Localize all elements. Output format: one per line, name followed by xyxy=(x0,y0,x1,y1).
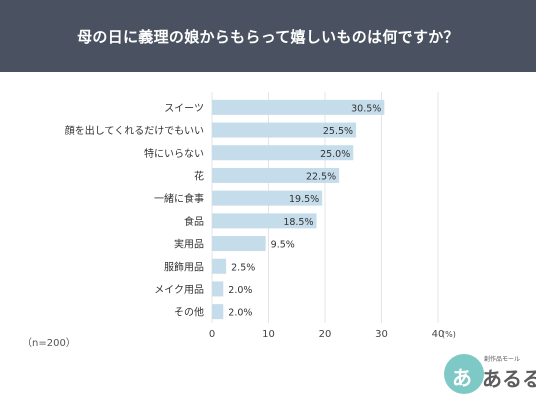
x-unit-label: (%) xyxy=(442,330,456,339)
bar xyxy=(212,258,227,274)
data-label: 22.5% xyxy=(306,171,336,182)
bar xyxy=(212,213,317,229)
logo-badge: あ xyxy=(444,354,484,394)
logo-wordmark: あるる xyxy=(482,367,536,391)
x-tick-label: 40 xyxy=(432,329,445,340)
category-label: 一緒に食事 xyxy=(154,192,204,205)
category-label: 顔を出してくれるだけでもいい xyxy=(65,124,204,137)
data-label: 2.0% xyxy=(228,285,252,296)
data-label: 18.5% xyxy=(283,217,313,228)
site-logo: あ 創作品モール あるる xyxy=(444,352,536,398)
category-label: 特にいらない xyxy=(144,148,204,160)
bar xyxy=(212,145,354,161)
bar xyxy=(212,122,357,138)
header-banner: 母の日に義理の娘からもらって嬉しいものは何ですか？ xyxy=(0,0,536,72)
x-tick-label: 0 xyxy=(209,329,215,340)
x-tick-label: 20 xyxy=(319,329,332,340)
logo-tagline: 創作品モール xyxy=(484,356,521,363)
bar xyxy=(212,281,224,297)
category-label: メイク用品 xyxy=(154,284,204,296)
x-tick-label: 30 xyxy=(375,329,388,340)
data-label: 30.5% xyxy=(351,103,381,114)
data-label: 19.5% xyxy=(289,194,319,205)
category-label: 服飾用品 xyxy=(164,260,204,273)
data-label: 2.5% xyxy=(231,262,255,273)
bar xyxy=(212,190,323,206)
category-label: スイーツ xyxy=(164,103,204,114)
data-label: 25.5% xyxy=(323,126,353,137)
logo-glyph: あ xyxy=(452,366,472,390)
bar xyxy=(212,99,385,115)
bar xyxy=(212,236,266,252)
data-label: 25.0% xyxy=(320,149,350,160)
x-tick-label: 10 xyxy=(262,329,275,340)
category-label: その他 xyxy=(174,306,204,319)
bar xyxy=(212,167,340,183)
bar-chart: 0 10 20 30 40(%) スイーツ 30.5% 顔を出してくれるだけでもいい 25.5%… xyxy=(65,92,456,340)
category-label: 花 xyxy=(194,169,204,182)
category-label: 食品 xyxy=(184,215,204,228)
data-label: 2.0% xyxy=(228,308,252,319)
category-label: 実用品 xyxy=(174,238,204,251)
sample-size-note: （n=200） xyxy=(22,338,76,349)
bar xyxy=(212,304,224,320)
data-label: 9.5% xyxy=(271,240,295,251)
chart-title: 母の日に義理の娘からもらって嬉しいものは何ですか？ xyxy=(77,27,459,46)
